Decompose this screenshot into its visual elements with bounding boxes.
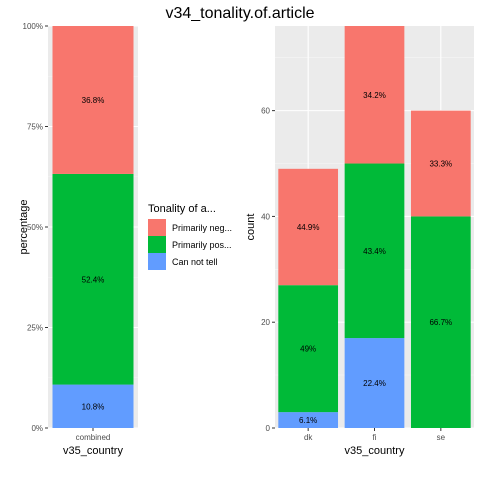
legend-label: Primarily pos...	[172, 240, 232, 250]
data-label: 33.3%	[429, 160, 452, 169]
bar-segment	[278, 168, 339, 286]
bar-segment	[344, 26, 405, 164]
legend-label: Primarily neg...	[172, 223, 232, 233]
y-tick-label: 25%	[27, 324, 43, 333]
data-label: 52.4%	[82, 275, 105, 284]
panel-combined: 0% 25% 50% 75% 100% combined 10.8% 52.4% 36.8% v3…	[18, 22, 138, 457]
data-label: 49%	[300, 345, 316, 354]
x-axis-title: v35_country	[345, 445, 405, 457]
legend-swatch	[148, 219, 166, 236]
data-label: 43.4%	[363, 247, 386, 256]
y-tick-label: 40	[261, 212, 270, 221]
legend-swatch	[148, 253, 166, 270]
data-label: 6.1%	[299, 416, 317, 425]
bar-segment	[410, 110, 471, 217]
x-tick-label: combined	[76, 433, 111, 442]
data-label: 66.7%	[429, 318, 452, 327]
legend-title: Tonality of a...	[148, 203, 216, 215]
legend-label: Can not tell	[172, 257, 218, 267]
x-axis-title: v35_country	[63, 445, 123, 457]
y-axis-title: count	[245, 214, 257, 241]
bar-segment	[410, 216, 471, 428]
legend: Tonality of a... Primarily neg... Primar…	[148, 203, 232, 270]
bar-segment	[52, 26, 134, 174]
data-label: 22.4%	[363, 379, 386, 388]
data-label: 10.8%	[82, 402, 105, 411]
y-tick-label: 0%	[31, 424, 43, 433]
data-label: 44.9%	[297, 223, 320, 232]
x-tick-label: fi	[373, 433, 377, 442]
bar-segment	[52, 384, 134, 428]
y-axis-title: percentage	[18, 199, 30, 254]
bar-segment	[278, 412, 339, 428]
panel-by-country: 0 20 40 60 dk fi se 6.1% 49% 44.9% 22.4% 43.4% 34.2%…	[245, 26, 474, 457]
x-tick-label: dk	[304, 433, 313, 442]
bar-segment	[344, 338, 405, 428]
bar-segment	[344, 163, 405, 339]
y-tick-label: 60	[261, 107, 270, 116]
bar-segment	[52, 173, 134, 385]
legend-swatch	[148, 236, 166, 253]
y-tick-label: 75%	[27, 123, 43, 132]
data-label: 34.2%	[363, 91, 386, 100]
chart-title: v34_tonality.of.article	[165, 5, 314, 22]
data-label: 36.8%	[82, 96, 105, 105]
y-tick-label: 0	[266, 424, 271, 433]
bar-segment	[278, 285, 339, 413]
y-tick-label: 50%	[27, 223, 43, 232]
y-tick-label: 20	[261, 318, 270, 327]
x-tick-label: se	[437, 433, 446, 442]
y-tick-label: 100%	[23, 22, 43, 31]
